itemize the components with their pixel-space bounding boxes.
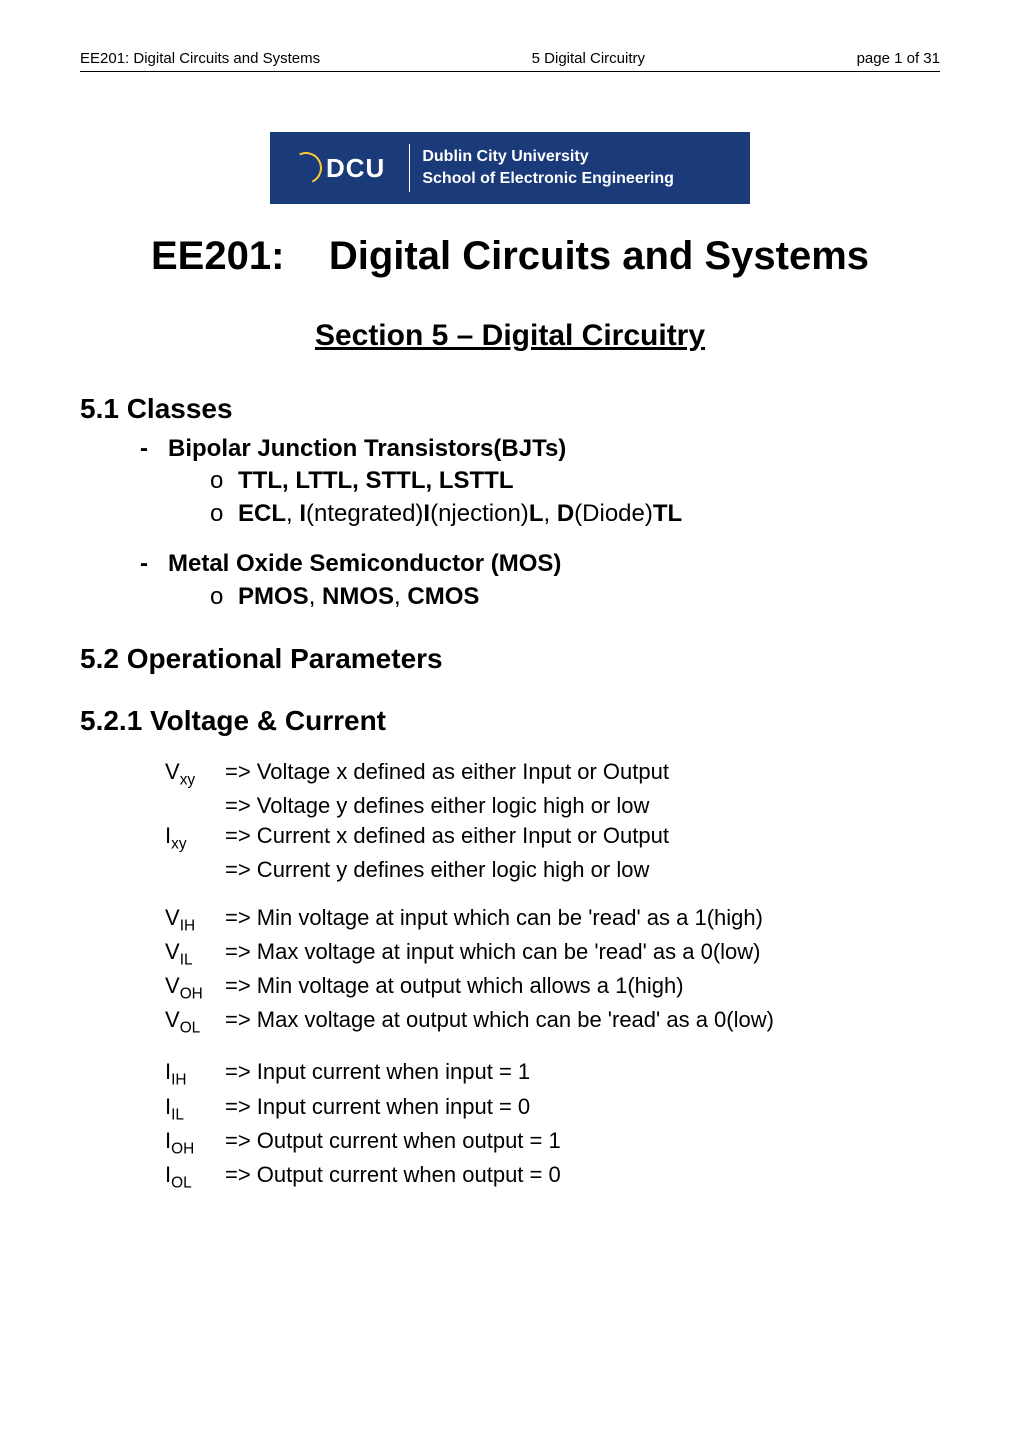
header-left: EE201: Digital Circuits and Systems [80, 50, 320, 67]
iol-t: => Output current when output = 0 [225, 1160, 561, 1194]
def-vxy: Vxy => Voltage x defined as either Input… [165, 757, 940, 791]
def-iih: IIH => Input current when input = 1 [165, 1057, 940, 1091]
logo-lines: Dublin City University School of Electro… [422, 146, 674, 191]
logo-line2: School of Electronic Engineering [422, 168, 674, 190]
def-vil: VIL => Max voltage at input which can be… [165, 937, 940, 971]
sym-iil: IIL [165, 1092, 225, 1126]
ttl-label: TTL, LTTL, STTL, LSTTL [238, 467, 513, 494]
logo-line1: Dublin City University [422, 146, 674, 168]
bullet-ttl: oTTL, LTTL, STTL, LSTTL [210, 465, 940, 497]
heading-5-2: 5.2 Operational Parameters [80, 643, 940, 675]
pmos: PMOS [238, 583, 309, 610]
vol-t: => Max voltage at output which can be 'r… [225, 1005, 774, 1039]
def-iol: IOL => Output current when output = 0 [165, 1160, 940, 1194]
main-title: EE201: Digital Circuits and Systems [80, 234, 940, 279]
dash-icon: - [140, 548, 168, 580]
def-ixy2: => Current y defines either logic high o… [165, 855, 940, 885]
voh-t: => Min voltage at output which allows a … [225, 971, 684, 1005]
section-title: Section 5 – Digital Circuitry [80, 319, 940, 353]
vxy-l2: => Voltage y defines either logic high o… [225, 791, 649, 821]
logo-divider [409, 144, 410, 192]
sep4: , [394, 583, 407, 610]
def-vih: VIH => Min voltage at input which can be… [165, 903, 940, 937]
sym-vol: VOL [165, 1005, 225, 1039]
sym-vil: VIL [165, 937, 225, 971]
def-vxy2: => Voltage y defines either logic high o… [165, 791, 940, 821]
page: EE201: Digital Circuits and Systems 5 Di… [0, 0, 1020, 1254]
logo-box: DCU Dublin City University School of Ele… [270, 132, 750, 204]
dash-icon: - [140, 433, 168, 465]
sym-iol: IOL [165, 1160, 225, 1194]
def-ioh: IOH => Output current when output = 1 [165, 1126, 940, 1160]
logo-block: DCU Dublin City University School of Ele… [80, 132, 940, 204]
sep2: , [543, 500, 556, 527]
d: D [557, 500, 574, 527]
definitions: Vxy => Voltage x defined as either Input… [165, 757, 940, 1194]
circle-icon: o [210, 465, 238, 497]
i1: I [299, 500, 306, 527]
sym-vxy: Vxy [165, 757, 225, 791]
t2: (njection) [430, 500, 529, 527]
dcu-abbrev: DCU [326, 153, 385, 184]
def-vol: VOL => Max voltage at output which can b… [165, 1005, 940, 1039]
vil-t: => Max voltage at input which can be 're… [225, 937, 760, 971]
ixy-l1: => Current x defined as either Input or … [225, 821, 669, 855]
ioh-t: => Output current when output = 1 [225, 1126, 561, 1160]
sym-vih: VIH [165, 903, 225, 937]
header-center: 5 Digital Circuitry [532, 50, 645, 67]
vih-t: => Min voltage at input which can be 're… [225, 903, 763, 937]
page-header: EE201: Digital Circuits and Systems 5 Di… [80, 50, 940, 72]
heading-5-1: 5.1 Classes [80, 393, 940, 425]
bullet-bjt: -Bipolar Junction Transistors(BJTs) [140, 433, 940, 465]
dcu-logo: DCU [290, 152, 385, 184]
header-right: page 1 of 31 [857, 50, 940, 67]
bjt-label: Bipolar Junction Transistors(BJTs) [168, 435, 566, 462]
t1: (ntegrated) [306, 500, 423, 527]
cmos: CMOS [407, 583, 479, 610]
mos-label: Metal Oxide Semiconductor (MOS) [168, 550, 561, 577]
sym-ioh: IOH [165, 1126, 225, 1160]
swirl-icon [285, 147, 326, 188]
sep: , [286, 500, 299, 527]
sym-voh: VOH [165, 971, 225, 1005]
sym-ixy: Ixy [165, 821, 225, 855]
tl: TL [653, 500, 682, 527]
sep3: , [309, 583, 322, 610]
bullet-mos: -Metal Oxide Semiconductor (MOS) [140, 548, 940, 580]
vxy-l1: => Voltage x defined as either Input or … [225, 757, 669, 791]
def-ixy: Ixy => Current x defined as either Input… [165, 821, 940, 855]
ixy-l2: => Current y defines either logic high o… [225, 855, 649, 885]
circle-icon: o [210, 581, 238, 613]
circle-icon: o [210, 498, 238, 530]
iih-t: => Input current when input = 1 [225, 1057, 530, 1091]
ecl-b: ECL [238, 500, 286, 527]
l: L [529, 500, 544, 527]
sym-iih: IIH [165, 1057, 225, 1091]
t3: (Diode) [574, 500, 653, 527]
course-code: EE201: [151, 234, 284, 278]
course-name: Digital Circuits and Systems [329, 234, 869, 278]
nmos: NMOS [322, 583, 394, 610]
def-voh: VOH => Min voltage at output which allow… [165, 971, 940, 1005]
heading-5-2-1: 5.2.1 Voltage & Current [80, 705, 940, 737]
iil-t: => Input current when input = 0 [225, 1092, 530, 1126]
bullet-pmos: oPMOS, NMOS, CMOS [210, 581, 940, 613]
def-iil: IIL => Input current when input = 0 [165, 1092, 940, 1126]
bullet-ecl: oECL, I(ntegrated)I(njection)L, D(Diode)… [210, 498, 940, 530]
